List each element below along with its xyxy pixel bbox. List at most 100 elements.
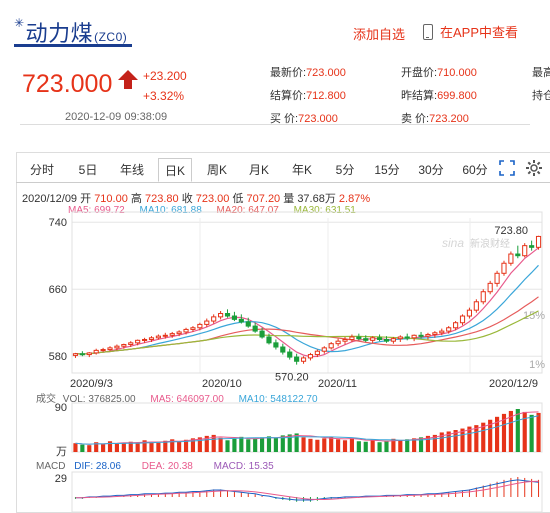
candle-body [266,336,272,344]
volume-bar [273,437,278,452]
volume-value: VOL: 376825.00 [62,394,136,405]
open-in-app-button[interactable]: 在APP中查看 [423,22,518,41]
tab-4[interactable]: 周K [206,163,227,177]
candle-body [425,333,431,337]
candle-body [370,337,376,341]
ohlc-info: 2020/12/09 开 710.00 高 723.80 收 723.00 低 … [22,190,370,206]
divider [20,124,530,125]
volume-bar [197,437,202,452]
volume-bar [170,439,175,452]
change-value: +23.200 [143,69,187,83]
candle-body [197,323,203,329]
candle-body [128,342,134,346]
tab-5[interactable]: 月K [248,163,269,177]
tab-9[interactable]: 30分 [418,163,444,177]
quote-label: 开盘价: [401,67,438,79]
volume-bar [107,441,113,452]
tab-7[interactable]: 5分 [335,163,355,177]
macd-info: MACD DIF: 28.06 DEA: 20.38 MACD: 15.35 [36,461,274,472]
title-underline [14,44,132,47]
volume-bar [128,441,133,452]
open-label: 开 [80,193,92,205]
phone-icon [423,23,433,40]
dea-label: DEA: 20.38 [141,461,193,472]
quote-value: 712.800 [306,90,346,102]
candle-body [432,332,438,335]
tab-6[interactable]: 年K [291,163,312,177]
macd-title: MACD [36,461,66,472]
candle-body [377,337,383,340]
quote-value: 723.000 [306,67,346,79]
candle-body [411,334,417,339]
volume-bar [349,437,354,452]
candle-body [252,325,258,332]
high-label: 高 [130,193,142,205]
quote-label: 昨结算: [401,90,438,102]
volume-bar [308,438,313,452]
volume-bar [529,414,534,452]
volume-bar [135,443,140,452]
volume-bar [121,442,126,452]
volume-info: 成交 VOL: 376825.00 MA5: 646097.00 MA10: 5… [36,390,318,405]
candle-body [135,339,141,344]
volume-bar [453,430,458,452]
volume-bar [474,425,479,452]
volume-bar [287,434,292,452]
ma20-label: MA20: 647.07 [216,205,279,216]
period-tabs: 分时 5日 年线 日K 周K 月K 年K 5分 15分 30分 60分 [16,155,550,183]
volume-bar [508,410,513,452]
volume-bar [232,438,237,452]
volume-bar [467,426,472,452]
volume-bar [536,412,541,452]
candle-body [418,334,424,337]
candle-body [508,253,514,264]
settings-gear-icon[interactable] [524,158,544,178]
title-bar: ✳动力煤(ZC0) [0,0,550,50]
candle-body [535,235,542,248]
price-tick-label: 580 [49,351,67,363]
tab-10[interactable]: 60分 [462,163,488,177]
add-favorite-button[interactable]: 添加自选 [353,27,406,42]
candle-body [459,315,466,324]
volume-bar [301,437,306,452]
volume-bar [163,440,168,452]
candle-body [473,301,479,311]
tab-3[interactable]: 日K [158,158,192,182]
volume-bar [412,438,417,452]
star-icon: ✳ [14,16,25,30]
volume-bar [218,437,223,452]
ma-line-1 [75,264,539,355]
candle-body [356,336,362,340]
candle-body [72,353,79,356]
close-value: 723.00 [195,193,230,205]
fullscreen-icon[interactable] [498,159,516,177]
volume-bar [280,435,285,452]
volume-bar [418,437,424,452]
macd-value-label: MACD: 15.35 [213,461,274,472]
volume-bar [246,439,251,452]
price-frame [71,211,543,374]
candle-body [218,313,224,318]
candle-body [501,262,507,274]
candle-body [93,349,99,354]
quote-label: 卖 价: [401,113,430,125]
candle-body [287,351,293,358]
tab-1[interactable]: 5日 [78,163,98,177]
low-label: 低 [232,193,244,205]
quote-timestamp: 2020-12-09 09:38:09 [65,111,168,123]
candle-body [114,345,120,349]
change-percent: +3.32% [143,89,185,103]
vol-ma-line-1 [75,415,539,445]
ma-line-0 [75,247,539,358]
volume-bar [142,440,147,452]
candle-body [321,347,327,352]
tab-2[interactable]: 年线 [119,163,144,177]
candle-body [522,245,528,257]
tab-0[interactable]: 分时 [29,163,54,177]
volume-bar [439,432,444,452]
tab-8[interactable]: 15分 [374,163,400,177]
quote-label: 最新价: [270,67,307,79]
candle-body [204,320,210,325]
vol-tick-label: 90 [55,402,67,414]
